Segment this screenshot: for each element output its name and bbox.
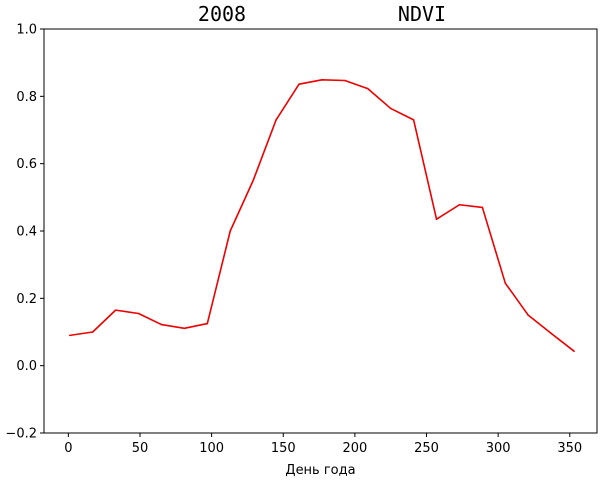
- y-tick-label: 0.6: [16, 157, 37, 172]
- y-tick-label: 0.2: [16, 292, 37, 307]
- ndvi-data-point: [137, 312, 140, 315]
- ndvi-data-point: [206, 322, 209, 325]
- ndvi-data-point: [229, 230, 232, 232]
- x-tick-label: 0: [64, 441, 72, 456]
- x-tick-label: 250: [414, 441, 439, 456]
- ndvi-data-point: [435, 218, 438, 221]
- y-tick-label: 0.0: [16, 359, 37, 374]
- chart-title-index: NDVI: [398, 2, 446, 26]
- ndvi-data-point: [298, 83, 300, 86]
- ndvi-data-point: [321, 79, 323, 81]
- ndvi-series-line: [69, 79, 575, 352]
- chart-title-year: 2008: [198, 2, 246, 26]
- ndvi-data-point: [183, 327, 186, 330]
- plot-area: [68, 79, 575, 352]
- ndvi-data-point: [91, 331, 94, 333]
- ndvi-data-point: [412, 119, 415, 121]
- ndvi-data-point: [550, 332, 552, 335]
- ndvi-data-point: [573, 350, 575, 352]
- y-tick-label: 0.4: [16, 225, 37, 240]
- ndvi-data-point: [527, 314, 530, 316]
- ndvi-data-point: [68, 334, 71, 337]
- ndvi-data-point: [275, 119, 277, 121]
- ndvi-data-point: [160, 323, 163, 326]
- x-tick-label: 150: [271, 441, 296, 456]
- ndvi-data-point: [114, 309, 117, 311]
- x-tick-label: 300: [486, 441, 511, 456]
- x-tick-label: 350: [557, 441, 582, 456]
- ndvi-data-point: [504, 282, 507, 284]
- y-tick-label: 0.8: [16, 90, 37, 105]
- ndvi-data-point: [458, 203, 461, 206]
- y-tick-label: 1.0: [16, 23, 37, 38]
- ndvi-data-point: [344, 79, 346, 82]
- x-tick-label: 50: [132, 441, 149, 456]
- x-axis-label: День года: [285, 463, 355, 478]
- x-tick-label: 200: [342, 441, 367, 456]
- ndvi-data-point: [252, 179, 254, 182]
- x-tick-label: 100: [199, 441, 224, 456]
- ndvi-data-point: [481, 206, 484, 209]
- ndvi-data-point: [366, 87, 369, 90]
- y-tick-label: −0.2: [5, 427, 37, 442]
- plot-frame: [43, 28, 598, 434]
- ndvi-data-point: [389, 107, 392, 110]
